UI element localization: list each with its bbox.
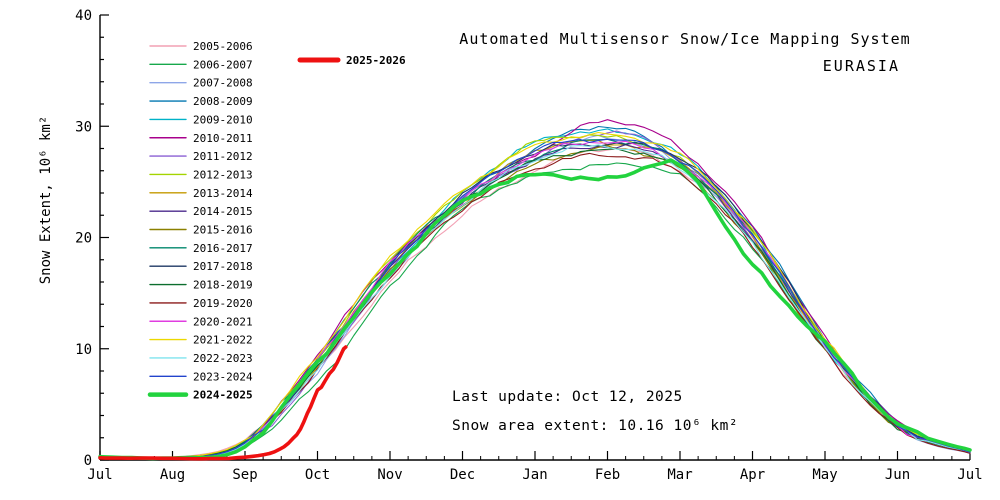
legend-label: 2014-2015 — [193, 205, 253, 218]
x-tick-label: Oct — [305, 467, 330, 483]
last-update-text: Last update: Oct 12, 2025 — [452, 389, 683, 405]
legend-label: 2020-2021 — [193, 315, 253, 328]
x-tick-label: Apr — [740, 467, 765, 483]
y-tick-label: 20 — [75, 231, 92, 247]
y-tick-label: 10 — [75, 342, 92, 358]
legend-label: 2010-2011 — [193, 132, 253, 145]
legend-label: 2021-2022 — [193, 334, 253, 347]
series-line — [99, 131, 971, 460]
legend-label: 2016-2017 — [193, 242, 253, 255]
snow-area-extent-text: Snow area extent: 10.16 10⁶ km² — [452, 418, 738, 434]
legend-label: 2019-2020 — [193, 297, 253, 310]
x-tick-label: Aug — [160, 467, 185, 483]
legend-label: 2006-2007 — [193, 58, 253, 71]
legend-label: 2018-2019 — [193, 279, 253, 292]
legend-label: 2005-2006 — [193, 40, 253, 53]
legend-label: 2007-2008 — [193, 77, 253, 90]
legend-label: 2022-2023 — [193, 352, 253, 365]
legend-current-season: 2025-2026 — [297, 54, 406, 67]
x-tick-label: Jan — [522, 467, 547, 483]
series-line — [99, 144, 971, 460]
legend-label: 2008-2009 — [193, 95, 253, 108]
series-lines — [98, 119, 972, 461]
legend-label: 2017-2018 — [193, 260, 253, 273]
x-tick-label: Nov — [377, 467, 402, 483]
legend: 2005-2006 2006-2007 2007-2008 2008-2009 2009… — [147, 40, 253, 402]
y-axis-label: Snow Extent, 10⁶ km² — [38, 116, 54, 285]
chart-region-label: EURASIA — [823, 57, 900, 75]
x-tick-label: Feb — [595, 467, 620, 483]
legend-label: 2013-2014 — [193, 187, 253, 200]
series-line — [98, 158, 972, 461]
chart-title: Automated Multisensor Snow/Ice Mapping S… — [459, 30, 910, 48]
legend-label: 2015-2016 — [193, 224, 253, 237]
axes: 0 10 20 30 40 Jul Aug Sep Oct Nov Dec Jan Feb Mar Apr M… — [75, 8, 983, 483]
legend-label: 2024-2025 — [193, 389, 253, 402]
x-tick-label: Jun — [885, 467, 910, 483]
legend-label: 2023-2024 — [193, 370, 253, 383]
series-line — [98, 345, 348, 461]
legend-label: 2012-2013 — [193, 168, 253, 181]
y-tick-label: 0 — [84, 453, 92, 469]
x-tick-label: Jul — [87, 467, 112, 483]
legend-label: 2009-2010 — [193, 113, 253, 126]
x-tick-label: Mar — [667, 467, 692, 483]
x-tick-label: May — [812, 467, 837, 483]
y-tick-label: 30 — [75, 119, 92, 135]
x-tick-label: Sep — [232, 467, 257, 483]
x-tick-label: Dec — [450, 467, 475, 483]
series-line — [99, 138, 971, 460]
x-tick-label: Jul — [957, 467, 982, 483]
y-tick-label: 40 — [75, 8, 92, 24]
legend-label: 2011-2012 — [193, 150, 253, 163]
legend-current-label: 2025-2026 — [346, 54, 406, 67]
